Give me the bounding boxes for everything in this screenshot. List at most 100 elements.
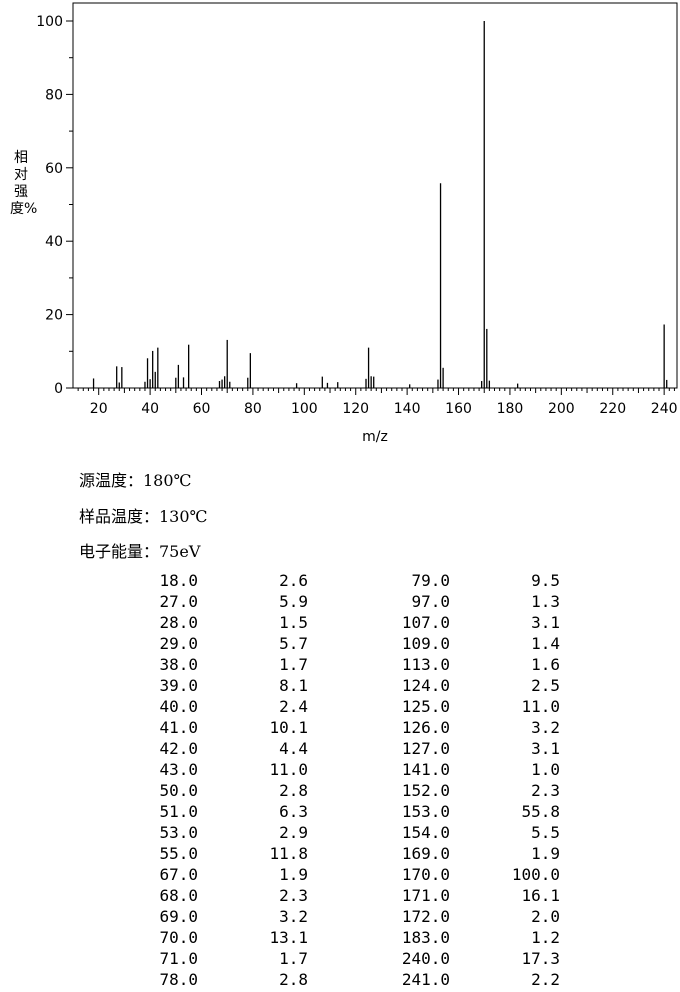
y-axis-label: 相对强度% [10, 150, 38, 217]
peak-table: 18.0 2.6 79.0 9.5 27.0 5.9 97.0 1.3 28.0 1.5 107.0… [120, 570, 560, 990]
mz-value: 67.0 [159, 865, 198, 884]
intensity-value: 1.0 [531, 760, 560, 779]
intensity-value: 1.9 [279, 865, 308, 884]
table-row: 28.0 1.5 107.0 3.1 [120, 612, 560, 633]
mz-value: 27.0 [159, 592, 198, 611]
mz-value: 50.0 [159, 781, 198, 800]
mz-value: 18.0 [159, 571, 198, 590]
mz-value: 241.0 [401, 970, 450, 989]
table-row: 43.0 11.0 141.0 1.0 [120, 759, 560, 780]
table-row: 68.0 2.3 171.0 16.1 [120, 885, 560, 906]
peak-bars [92, 21, 668, 388]
intensity-value: 11.8 [269, 844, 308, 863]
table-row: 29.0 5.7 109.0 1.4 [120, 633, 560, 654]
intensity-value: 2.4 [279, 697, 308, 716]
mz-value: 39.0 [159, 676, 198, 695]
source-temperature: 源温度：180℃ [79, 471, 192, 490]
table-row: 50.0 2.8 152.0 2.3 [120, 780, 560, 801]
intensity-value: 2.0 [531, 907, 560, 926]
electron-energy: 电子能量：75eV [79, 542, 201, 561]
mz-value: 170.0 [401, 865, 450, 884]
mz-value: 70.0 [159, 928, 198, 947]
mz-value: 240.0 [401, 949, 450, 968]
y-tick-label: 0 [54, 381, 63, 397]
intensity-value: 100.0 [511, 865, 560, 884]
mz-value: 55.0 [159, 844, 198, 863]
sample-temperature: 样品温度：130℃ [79, 507, 208, 526]
x-tick-label: 100 [291, 401, 318, 417]
mz-value: 43.0 [159, 760, 198, 779]
x-tick-label: 140 [394, 401, 421, 417]
mz-value: 42.0 [159, 739, 198, 758]
table-row: 38.0 1.7 113.0 1.6 [120, 654, 560, 675]
intensity-value: 1.5 [279, 613, 308, 632]
intensity-value: 3.1 [531, 739, 560, 758]
mz-value: 109.0 [401, 634, 450, 653]
intensity-value: 1.9 [531, 844, 560, 863]
table-row: 18.0 2.6 79.0 9.5 [120, 570, 560, 591]
intensity-value: 2.6 [279, 571, 308, 590]
table-row: 51.0 6.3 153.0 55.8 [120, 801, 560, 822]
table-row: 27.0 5.9 97.0 1.3 [120, 591, 560, 612]
intensity-value: 5.5 [531, 823, 560, 842]
y-tick-label: 80 [45, 87, 63, 103]
intensity-value: 2.3 [279, 886, 308, 905]
mz-value: 51.0 [159, 802, 198, 821]
mz-value: 169.0 [401, 844, 450, 863]
intensity-value: 2.3 [531, 781, 560, 800]
mz-value: 40.0 [159, 697, 198, 716]
table-row: 78.0 2.8 241.0 2.2 [120, 969, 560, 990]
x-axis: 20 40 60 80 100 120 140 160 180 200 220 240 [77, 388, 678, 417]
mz-value: 141.0 [401, 760, 450, 779]
mz-value: 107.0 [401, 613, 450, 632]
intensity-value: 1.6 [531, 655, 560, 674]
mz-value: 127.0 [401, 739, 450, 758]
intensity-value: 4.4 [279, 739, 308, 758]
x-tick-label: 200 [548, 401, 575, 417]
intensity-value: 8.1 [279, 676, 308, 695]
mz-value: 183.0 [401, 928, 450, 947]
table-row: 40.0 2.4 125.0 11.0 [120, 696, 560, 717]
plot-frame [72, 2, 678, 389]
x-tick-label: 220 [599, 401, 626, 417]
table-row: 55.0 11.8 169.0 1.9 [120, 843, 560, 864]
table-row: 42.0 4.4 127.0 3.1 [120, 738, 560, 759]
intensity-value: 1.3 [531, 592, 560, 611]
intensity-value: 1.4 [531, 634, 560, 653]
table-row: 53.0 2.9 154.0 5.5 [120, 822, 560, 843]
x-tick-label: 160 [445, 401, 472, 417]
y-tick-label: 100 [36, 14, 63, 30]
mz-value: 71.0 [159, 949, 198, 968]
mz-value: 171.0 [401, 886, 450, 905]
mz-value: 78.0 [159, 970, 198, 989]
x-tick-label: 120 [342, 401, 369, 417]
intensity-value: 16.1 [521, 886, 560, 905]
y-tick-label: 40 [45, 234, 63, 250]
intensity-value: 10.1 [269, 718, 308, 737]
intensity-value: 3.2 [531, 718, 560, 737]
x-tick-label: 80 [244, 401, 262, 417]
mz-value: 97.0 [411, 592, 450, 611]
intensity-value: 17.3 [521, 949, 560, 968]
mz-value: 154.0 [401, 823, 450, 842]
intensity-value: 1.2 [531, 928, 560, 947]
intensity-value: 3.2 [279, 907, 308, 926]
y-tick-label: 20 [45, 308, 63, 324]
intensity-value: 55.8 [521, 802, 560, 821]
intensity-value: 2.8 [279, 781, 308, 800]
table-row: 67.0 1.9 170.0 100.0 [120, 864, 560, 885]
intensity-value: 5.9 [279, 592, 308, 611]
mz-value: 29.0 [159, 634, 198, 653]
intensity-value: 2.2 [531, 970, 560, 989]
mz-value: 38.0 [159, 655, 198, 674]
intensity-value: 2.5 [531, 676, 560, 695]
mz-value: 124.0 [401, 676, 450, 695]
intensity-value: 3.1 [531, 613, 560, 632]
table-row: 70.0 13.1 183.0 1.2 [120, 927, 560, 948]
mz-value: 153.0 [401, 802, 450, 821]
intensity-value: 5.7 [279, 634, 308, 653]
intensity-value: 11.0 [269, 760, 308, 779]
mz-value: 125.0 [401, 697, 450, 716]
mz-value: 28.0 [159, 613, 198, 632]
